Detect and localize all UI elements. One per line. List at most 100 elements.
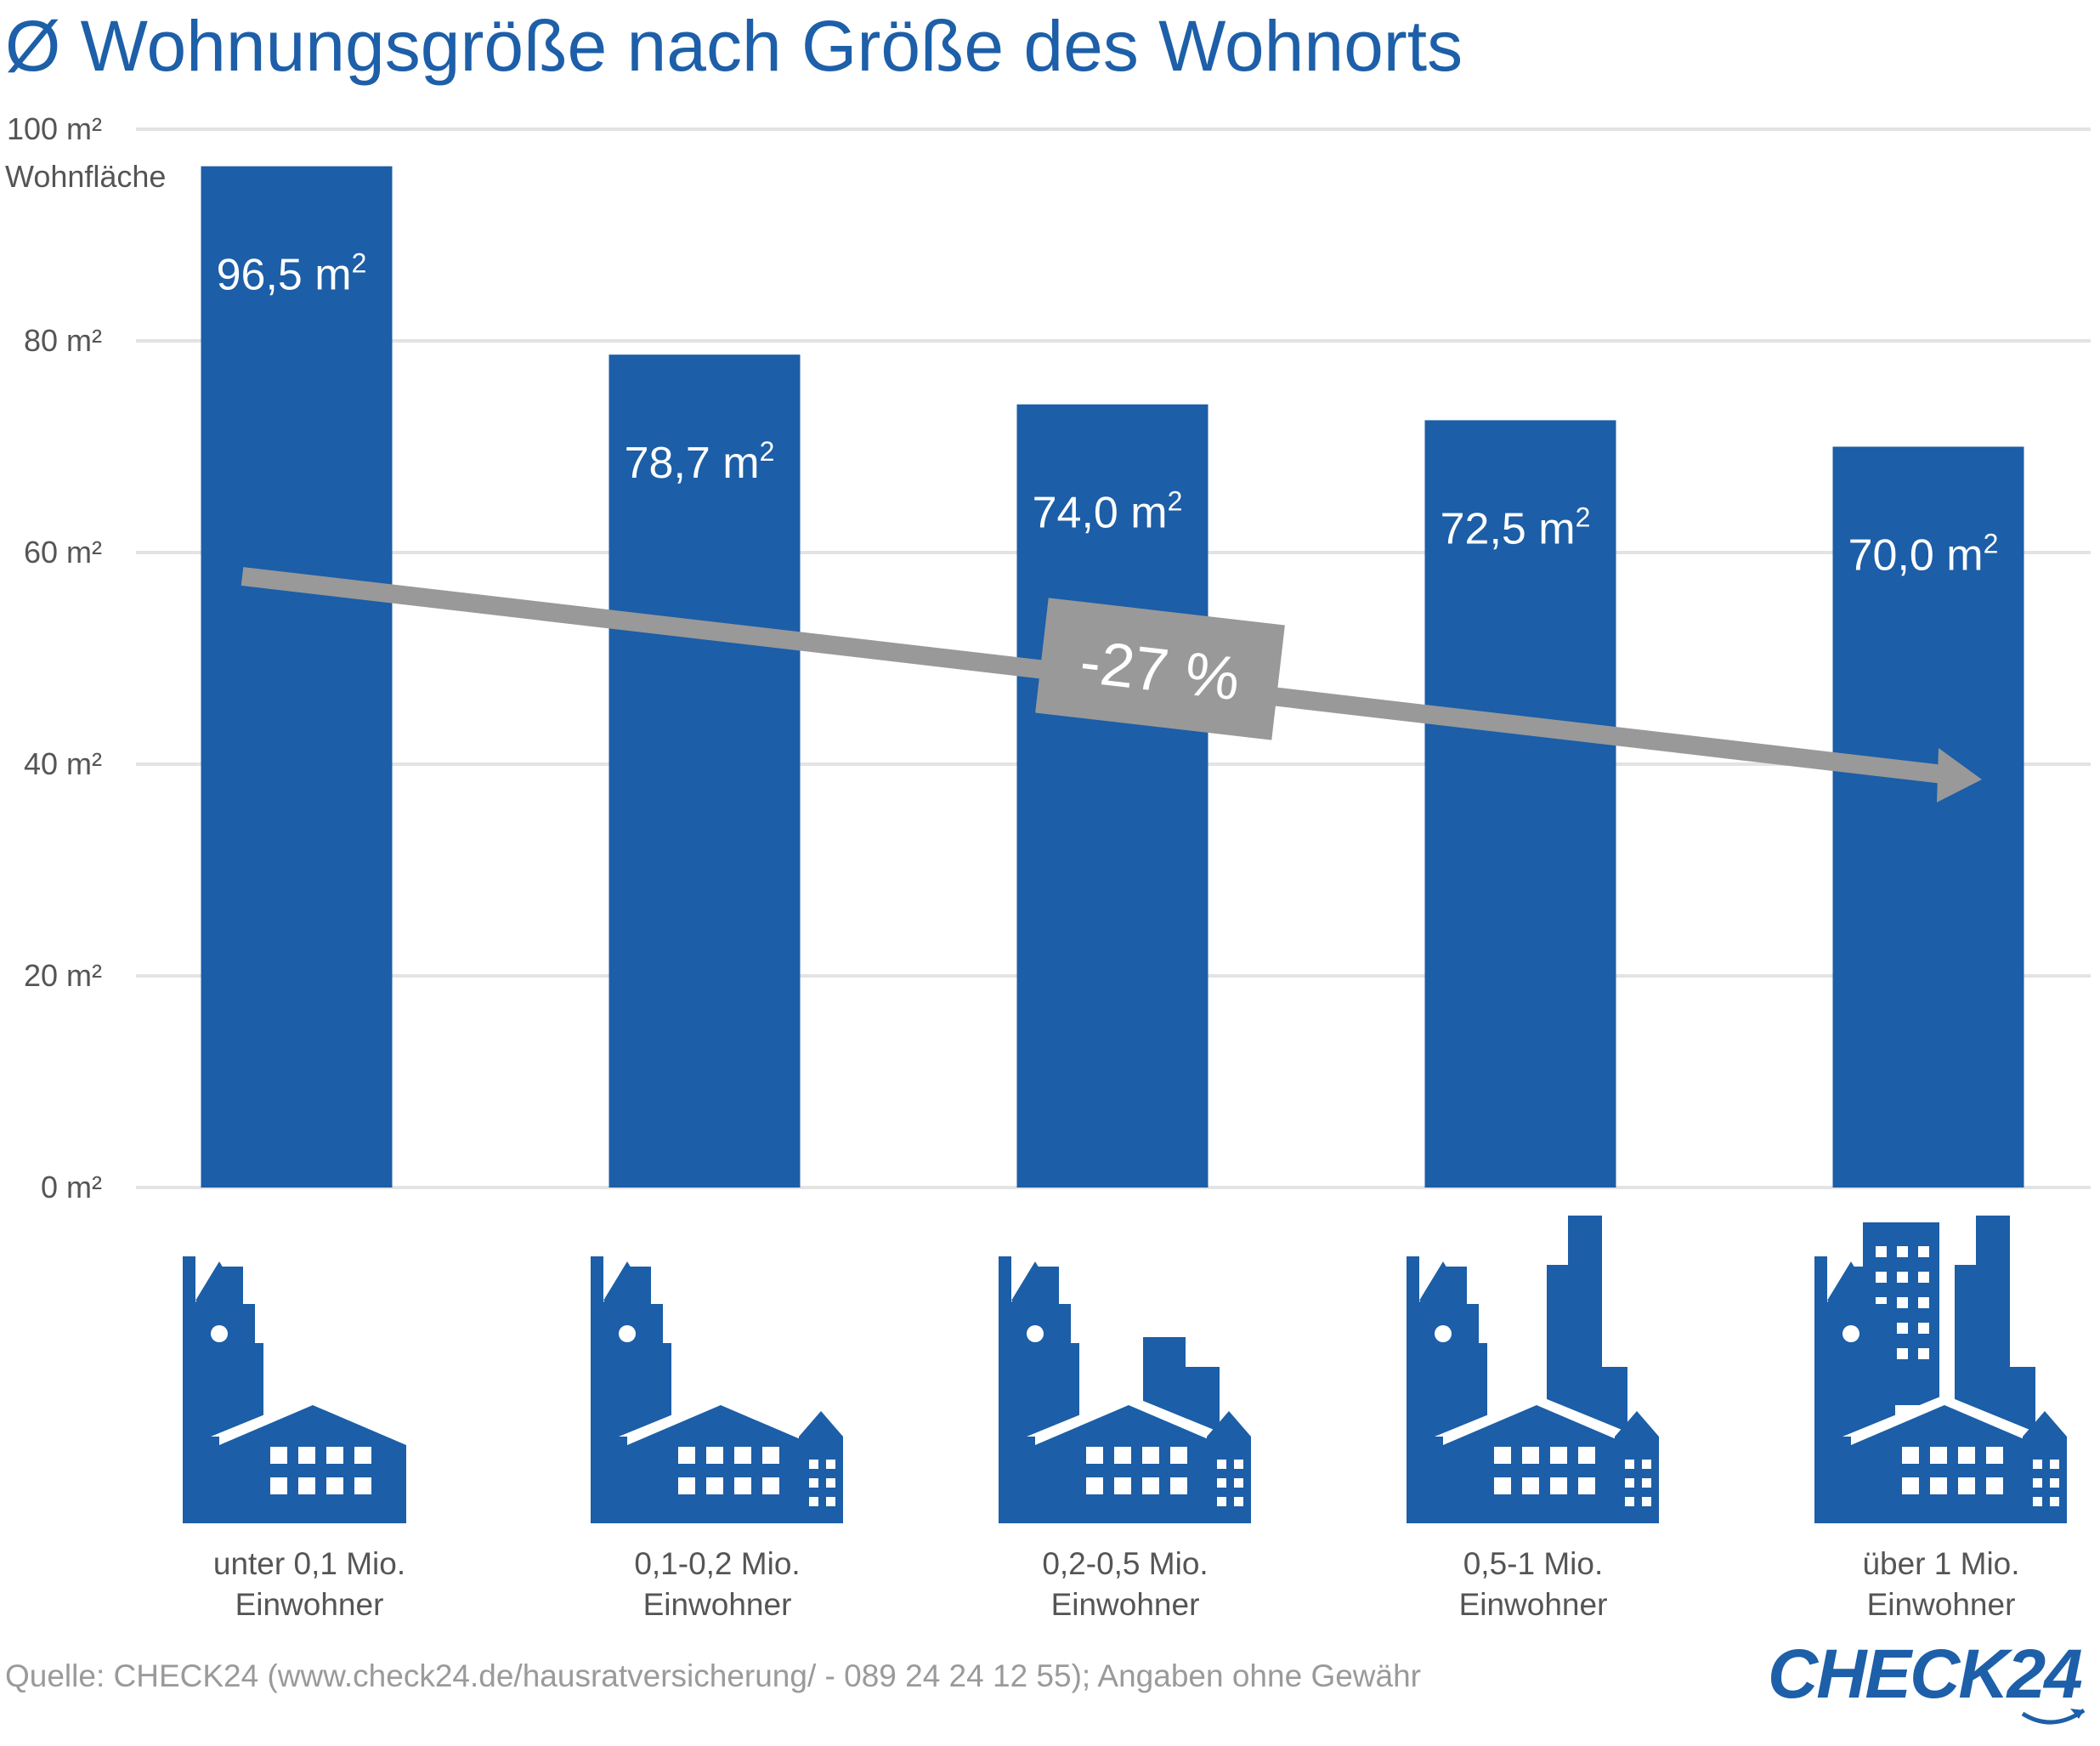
- trend-arrowhead: [1937, 748, 1982, 802]
- small-building-window: [1642, 1478, 1651, 1488]
- house-window: [298, 1447, 315, 1464]
- small-building-window: [826, 1460, 835, 1469]
- house-window: [706, 1447, 723, 1464]
- office-window: [1897, 1348, 1908, 1359]
- small-building-window: [826, 1497, 835, 1506]
- bar: [201, 166, 393, 1188]
- house-window: [1550, 1477, 1567, 1494]
- church-tower: [183, 1256, 255, 1369]
- small-building-window: [826, 1478, 835, 1488]
- house-window: [1902, 1477, 1919, 1494]
- category-label: Einwohner: [1867, 1587, 2016, 1622]
- office-window: [1876, 1246, 1887, 1257]
- office-window: [1918, 1297, 1929, 1308]
- y-tick-label: 80 m²: [24, 323, 102, 358]
- small-building-window: [1625, 1460, 1634, 1469]
- small-building-window: [1234, 1497, 1243, 1506]
- small-building: [1207, 1411, 1251, 1523]
- small-building-window: [2033, 1460, 2042, 1469]
- house-window: [1958, 1477, 1975, 1494]
- church-clock: [1027, 1325, 1044, 1342]
- data-label: 96,5 m2: [217, 248, 367, 300]
- y-tick-label: 100 m²: [7, 111, 102, 146]
- house-window: [326, 1447, 343, 1464]
- house-window: [678, 1447, 695, 1464]
- data-label: 74,0 m2: [1033, 486, 1183, 538]
- y-tick-label: 20 m²: [24, 958, 102, 993]
- church-roof: [1419, 1261, 1467, 1301]
- small-building-window: [1234, 1460, 1243, 1469]
- church-tower: [1407, 1256, 1479, 1369]
- office-window: [1897, 1297, 1908, 1308]
- house-window: [762, 1447, 779, 1464]
- bar: [1016, 404, 1208, 1188]
- category-label: 0,5-1 Mio.: [1463, 1546, 1604, 1581]
- house-window: [1086, 1477, 1103, 1494]
- house-window: [1114, 1447, 1131, 1464]
- y-tick-label: 60 m²: [24, 535, 102, 570]
- house-window: [762, 1477, 779, 1494]
- house-window: [1578, 1447, 1595, 1464]
- house-window: [1170, 1477, 1187, 1494]
- office-window: [1897, 1246, 1908, 1257]
- house-window: [270, 1477, 287, 1494]
- small-building-window: [2050, 1497, 2059, 1506]
- data-label: 72,5 m2: [1441, 502, 1591, 553]
- church-clock: [619, 1325, 636, 1342]
- small-town-icon: [183, 1256, 415, 1523]
- logo-swoosh-icon: [2021, 1708, 2086, 1725]
- house-window: [1494, 1477, 1511, 1494]
- house-window: [1578, 1477, 1595, 1494]
- office-window: [1876, 1272, 1887, 1283]
- office-window: [1918, 1246, 1929, 1257]
- church-tower: [999, 1256, 1071, 1369]
- category-label: unter 0,1 Mio.: [213, 1546, 405, 1581]
- small-building-window: [1625, 1497, 1634, 1506]
- house-window: [326, 1477, 343, 1494]
- source-note: Quelle: CHECK24 (www.check24.de/hausratv…: [5, 1658, 1421, 1693]
- small-building-window: [1217, 1460, 1226, 1469]
- office-window: [1918, 1348, 1929, 1359]
- small-building-window: [1642, 1460, 1651, 1469]
- house-window: [1522, 1477, 1539, 1494]
- house-window: [1958, 1447, 1975, 1464]
- small-building: [1615, 1411, 1659, 1523]
- small-building-window: [2050, 1460, 2059, 1469]
- small-building-window: [809, 1460, 818, 1469]
- house-window: [1086, 1447, 1103, 1464]
- data-label: 78,7 m2: [625, 436, 775, 488]
- house-window: [1902, 1447, 1919, 1464]
- category-label: Einwohner: [235, 1587, 384, 1622]
- category-label: Einwohner: [1459, 1587, 1608, 1622]
- town-icon: [591, 1256, 843, 1523]
- chart-title: Ø Wohnungsgröße nach Größe des Wohnorts: [5, 6, 1463, 86]
- small-building: [2023, 1411, 2067, 1523]
- small-building-window: [1217, 1497, 1226, 1506]
- church-tower: [591, 1256, 663, 1369]
- house-window: [678, 1477, 695, 1494]
- church-roof: [603, 1261, 651, 1301]
- y-axis-label: Wohnfläche: [5, 159, 166, 194]
- small-building-window: [1625, 1478, 1634, 1488]
- house-window: [1170, 1447, 1187, 1464]
- house-window: [1142, 1477, 1159, 1494]
- house-window: [1930, 1477, 1947, 1494]
- bar-chart: 0 m² 20 m² 40 m² 60 m² 80 m² 100 m² Wohnfläche…: [5, 111, 2091, 1622]
- house-window: [1142, 1447, 1159, 1464]
- office-window: [1918, 1272, 1929, 1283]
- house-window: [354, 1477, 371, 1494]
- y-tick-label: 40 m²: [24, 746, 102, 781]
- bar: [1424, 420, 1616, 1188]
- category-label: Einwohner: [1051, 1587, 1200, 1622]
- church-clock: [1435, 1325, 1452, 1342]
- logo-text: CHECK24: [1768, 1635, 2083, 1713]
- church-roof: [1011, 1261, 1059, 1301]
- category-label: Einwohner: [643, 1587, 792, 1622]
- big-city-icon: [1814, 1216, 2067, 1523]
- house-window: [1550, 1447, 1567, 1464]
- small-city-icon: [999, 1256, 1251, 1523]
- check24-logo: CHECK24: [1768, 1632, 2095, 1734]
- office-window: [1918, 1323, 1929, 1334]
- bar: [1832, 446, 2024, 1188]
- house-window: [734, 1477, 751, 1494]
